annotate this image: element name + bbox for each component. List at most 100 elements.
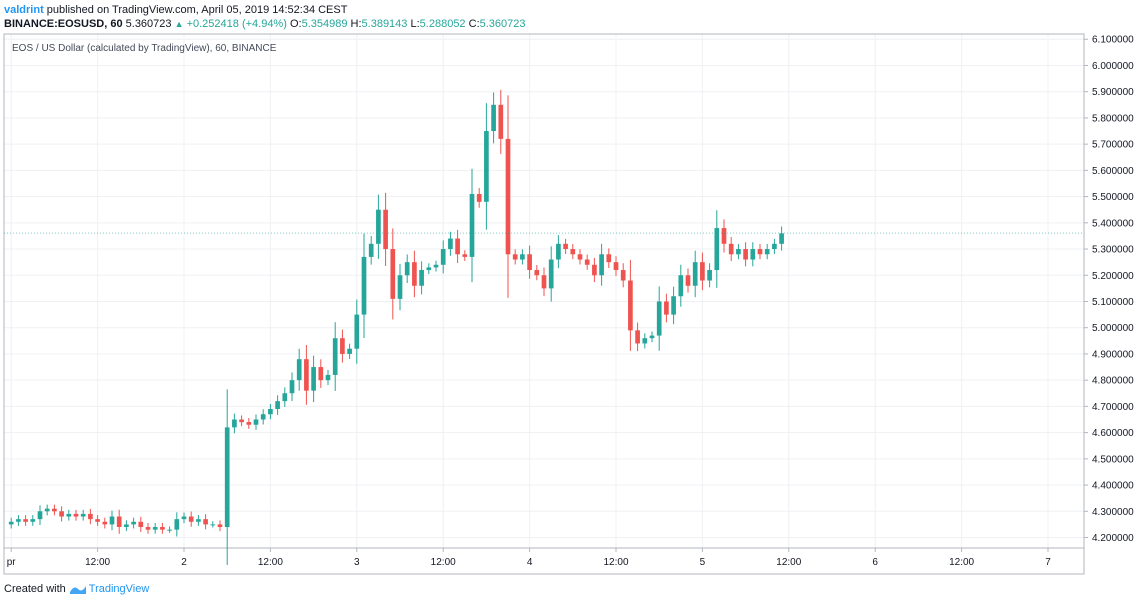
candle-up — [484, 131, 489, 202]
footer: Created with TradingView — [4, 582, 149, 596]
candle-down — [592, 264, 597, 276]
candle-up — [325, 374, 331, 381]
candle-up — [8, 521, 14, 525]
ohlc-legend: BINANCE:EOSUSD, 60 5.360723 ▲ +0.252418 … — [4, 17, 526, 31]
candle-up — [426, 267, 432, 271]
candles — [4, 89, 1084, 566]
candle-down — [577, 254, 583, 260]
candle-up — [642, 338, 648, 344]
published-text: published on TradingView.com, April 05, … — [46, 4, 348, 16]
tradingview-brand-link[interactable]: TradingView — [88, 583, 150, 595]
time-tick-label: 12:00 — [431, 557, 456, 568]
candle-up — [433, 264, 439, 268]
price-tick-label: 4.900000 — [1092, 349, 1134, 360]
candle-down — [462, 254, 468, 257]
price-change: +0.252418 (+4.94%) — [186, 18, 287, 30]
price-tick-label: 4.600000 — [1092, 428, 1134, 439]
candle-down — [239, 419, 244, 423]
candle-up — [714, 228, 720, 271]
price-tick-label: 5.800000 — [1092, 113, 1134, 124]
candle-up — [37, 511, 43, 520]
price-tick-label: 5.300000 — [1092, 245, 1134, 256]
candle-up — [44, 508, 50, 512]
candle-down — [116, 516, 122, 528]
candle-up — [16, 519, 21, 522]
time-tick-label: 6 — [872, 557, 878, 568]
time-tick-label: 12:00 — [949, 557, 974, 568]
time-tick-label: 7 — [1045, 557, 1051, 568]
candle-up — [520, 254, 525, 260]
candle-down — [390, 249, 396, 299]
candle-down — [512, 254, 518, 260]
candle-down — [340, 338, 345, 354]
candle-down — [498, 104, 504, 139]
time-tick-label: 12:00 — [258, 557, 283, 568]
candle-down — [570, 249, 576, 255]
symbol-label: BINANCE:EOSUSD, 60 — [4, 18, 123, 30]
candle-down — [188, 516, 194, 522]
candle-down — [318, 367, 324, 381]
candle-down — [246, 422, 252, 425]
candle-up — [419, 270, 424, 286]
time-axis[interactable]: pr 12:00 2 12:00 3 12:00 4 12:00 5 12:00 6 12:00 7 — [7, 548, 1051, 568]
high-label: H: — [350, 18, 362, 30]
candle-down — [728, 243, 734, 255]
candle-down — [23, 519, 28, 522]
candle-up — [253, 419, 259, 425]
candle-up — [210, 524, 216, 526]
candle-down — [73, 513, 79, 517]
candle-up — [260, 414, 266, 420]
price-tick-label: 4.500000 — [1092, 454, 1134, 465]
candle-up — [282, 393, 288, 402]
time-tick-label: 2 — [181, 557, 187, 568]
candle-up — [548, 259, 554, 289]
candle-down — [563, 243, 568, 250]
candle-down — [628, 280, 633, 331]
candle-down — [383, 209, 388, 250]
time-tick-label: 12:00 — [85, 557, 110, 568]
up-arrow-icon: ▲ — [174, 19, 184, 29]
candle-down — [757, 249, 763, 255]
candle-down — [635, 330, 640, 344]
price-tick-label: 5.600000 — [1092, 166, 1134, 177]
candle-up — [376, 209, 381, 244]
last-price: 5.360723 — [125, 18, 172, 30]
time-tick-label: 12:00 — [603, 557, 628, 568]
price-axis[interactable]: 6.100000 6.000000 5.900000 5.800000 5.700000… — [1084, 35, 1134, 544]
open-label: O: — [289, 18, 302, 30]
price-tick-label: 6.100000 — [1092, 35, 1134, 46]
candle-down — [476, 193, 482, 202]
candle-up — [469, 193, 475, 257]
tradingview-logo-icon — [69, 586, 86, 594]
candle-up — [779, 233, 784, 244]
candle-up — [764, 249, 770, 255]
candle-up — [397, 275, 403, 299]
candle-up — [109, 516, 115, 525]
candle-down — [700, 262, 705, 281]
candle-up — [66, 513, 72, 517]
chart-grid — [4, 34, 1084, 548]
candle-down — [584, 259, 590, 265]
candle-down — [743, 249, 748, 260]
candle-down — [534, 270, 540, 276]
candle-up — [649, 335, 655, 339]
candle-up — [448, 238, 453, 250]
price-tick-label: 5.900000 — [1092, 87, 1134, 98]
candle-down — [59, 511, 64, 517]
candle-down — [412, 262, 417, 286]
candle-up — [152, 527, 158, 530]
candle-up — [174, 519, 180, 530]
author-link[interactable]: valdrint — [4, 4, 44, 16]
candle-down — [541, 275, 547, 289]
price-tick-label: 4.400000 — [1092, 481, 1134, 492]
close-value: 5.360723 — [479, 18, 526, 30]
candle-down — [52, 508, 57, 512]
candle-up — [296, 359, 302, 381]
candle-up — [556, 243, 561, 260]
candle-down — [721, 228, 727, 244]
candle-down — [664, 301, 669, 315]
candle-up — [368, 243, 374, 257]
close-label: C: — [468, 18, 480, 30]
candle-down — [304, 359, 309, 391]
